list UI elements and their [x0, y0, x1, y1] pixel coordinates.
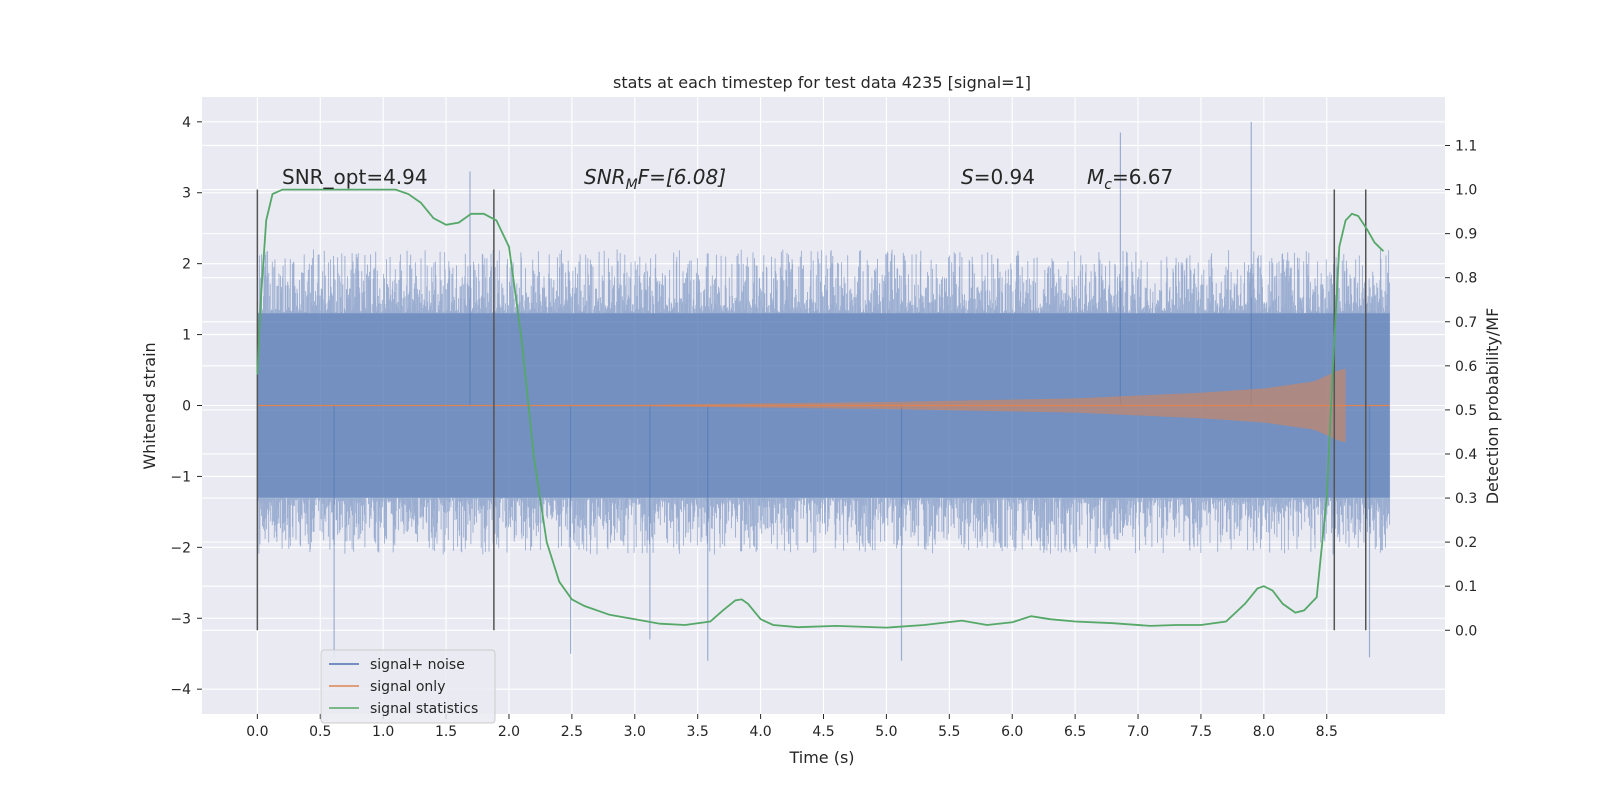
x-tick-label: 4.0 — [749, 724, 771, 740]
legend-label-signal: signal only — [370, 679, 445, 695]
x-tick-label: 3.0 — [624, 724, 646, 740]
x-tick-label: 1.5 — [435, 724, 457, 740]
signal-statistics-series — [256, 188, 1385, 629]
y-tick-label: 0 — [182, 399, 191, 415]
y-tick-label: −3 — [170, 611, 191, 627]
y-right-tick-label: 0.1 — [1455, 579, 1477, 595]
x-tick-label: 4.5 — [812, 724, 834, 740]
x-tick-label: 8.5 — [1316, 724, 1338, 740]
x-tick-label: 2.5 — [561, 724, 583, 740]
y-tick-label: 4 — [182, 115, 191, 131]
x-tick-label: 6.0 — [1001, 724, 1023, 740]
y-tick-label: −1 — [170, 469, 191, 485]
y-tick-label: −2 — [170, 540, 191, 556]
y-right-tick-label: 0.4 — [1455, 447, 1477, 463]
y-right-tick-label: 0.9 — [1455, 227, 1477, 243]
y-right-tick-label: 0.0 — [1455, 623, 1477, 639]
y-tick-label: 1 — [182, 328, 191, 344]
y-right-tick-label: 0.7 — [1455, 315, 1477, 331]
y-axis-label: Whitened strain — [140, 342, 159, 469]
legend-box — [320, 649, 496, 724]
x-tick-label: 7.0 — [1127, 724, 1149, 740]
x-axis-label: Time (s) — [788, 748, 854, 767]
y-right-tick-label: 0.5 — [1455, 403, 1477, 419]
y-right-tick-label: 0.6 — [1455, 359, 1477, 375]
y-tick-label: 2 — [182, 257, 191, 273]
y-right-tick-label: 0.8 — [1455, 271, 1477, 287]
x-tick-label: 2.0 — [498, 724, 520, 740]
chart-title: stats at each timestep for test data 423… — [613, 73, 1031, 92]
y-right-tick-label: 1.1 — [1455, 138, 1477, 154]
x-tick-label: 1.0 — [372, 724, 394, 740]
snr-opt-annotation: SNR_opt=4.94 — [282, 165, 428, 189]
y-axis-ticks: 4 3 2 1 0 −1 −2 −3 −4 — [170, 115, 202, 698]
y-right-axis-label: Detection probability/MF — [1483, 308, 1502, 505]
y-tick-label: 3 — [182, 186, 191, 202]
x-tick-label: 5.5 — [938, 724, 960, 740]
y-right-axis-ticks: 1.1 1.0 0.9 0.8 0.7 0.6 0.5 0.4 0.3 0.2 0.1 0.0 — [1445, 138, 1477, 639]
x-tick-label: 0.5 — [309, 724, 331, 740]
y-right-tick-label: 1.0 — [1455, 183, 1477, 199]
x-tick-label: 5.0 — [875, 724, 897, 740]
signal-only-series — [257, 368, 1390, 443]
legend-label-noise: signal+ noise — [370, 657, 465, 673]
y-right-tick-label: 0.3 — [1455, 491, 1477, 507]
x-tick-label: 8.0 — [1253, 724, 1275, 740]
x-axis-ticks: 0.0 0.5 1.0 1.5 2.0 2.5 3.0 3.5 4.0 4.5 5.0 5.5 6.0 6… — [246, 714, 1338, 740]
legend-label-statistics: signal statistics — [370, 701, 478, 717]
marker-lines — [256, 189, 1367, 631]
y-right-tick-label: 0.2 — [1455, 535, 1477, 551]
statistics-line — [256, 188, 1385, 629]
snr-mf-annotation: SNRMF=[6.08] — [584, 165, 726, 193]
mc-annotation: Mc=6.67 — [1087, 165, 1173, 193]
s-annotation: S=0.94 — [961, 165, 1035, 189]
legend: signal+ noise signal only signal statist… — [320, 649, 496, 724]
x-tick-label: 6.5 — [1064, 724, 1086, 740]
y-tick-label: −4 — [170, 682, 191, 698]
x-tick-label: 7.5 — [1190, 724, 1212, 740]
x-tick-label: 0.0 — [246, 724, 268, 740]
x-tick-label: 3.5 — [687, 724, 709, 740]
